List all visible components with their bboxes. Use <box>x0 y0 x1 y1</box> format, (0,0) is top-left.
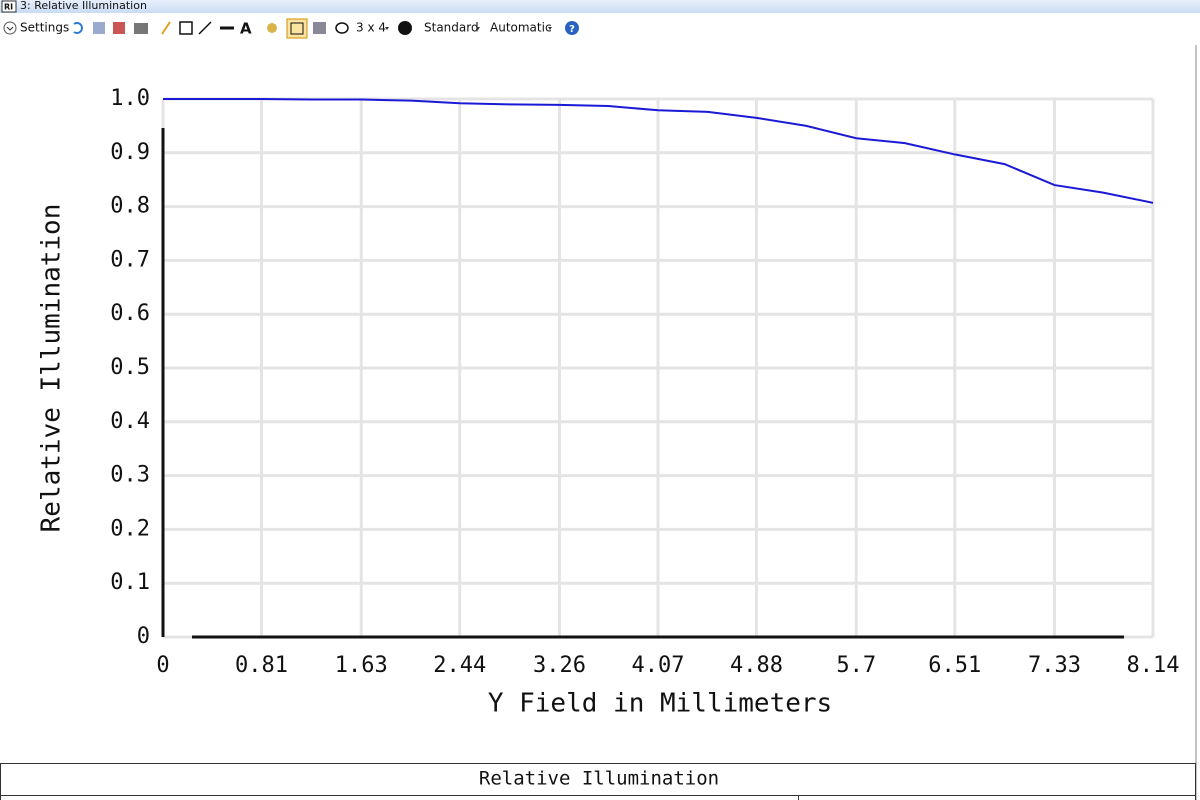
y-tick-label: 0.8 <box>110 194 150 219</box>
style-dropdown[interactable]: Standard <box>424 21 479 35</box>
y-tick-label: 0.6 <box>110 301 150 326</box>
footer-title: Relative Illumination <box>479 768 719 790</box>
dropdown-arrows <box>385 27 552 30</box>
settings-button[interactable]: Settings <box>20 21 69 35</box>
help-icon[interactable] <box>565 21 579 35</box>
window-icon-text: RI <box>4 3 13 12</box>
window-icon <box>1 0 17 13</box>
x-tick-label: 2.44 <box>433 653 486 678</box>
copy-icon[interactable] <box>93 22 105 34</box>
window-icon-2[interactable] <box>313 22 326 34</box>
rotate-icon[interactable] <box>398 21 412 35</box>
scale-dropdown[interactable]: Automatic <box>490 21 552 35</box>
x-tick-label: 8.14 <box>1127 653 1180 678</box>
title-bar <box>0 0 1200 13</box>
rect-icon[interactable] <box>179 21 193 35</box>
y-tick-label: 0.7 <box>110 247 150 272</box>
x-tick-label: 0 <box>156 653 169 678</box>
x-tick-label: 5.7 <box>836 653 876 678</box>
y-axis-label: Relative Illumination <box>37 204 67 533</box>
print-icon[interactable] <box>134 23 148 34</box>
y-tick-label: 1.0 <box>110 86 150 111</box>
x-tick-label: 4.88 <box>730 653 783 678</box>
grid-toggle[interactable] <box>286 18 308 39</box>
x-axis-label: Y Field in Millimeters <box>488 689 832 719</box>
text-icon[interactable]: A <box>240 20 252 38</box>
x-tick-label: 4.07 <box>632 653 685 678</box>
settings-arrow <box>6 26 14 31</box>
pencil-icon[interactable] <box>161 21 171 35</box>
y-tick-label: 0.2 <box>110 516 150 541</box>
y-tick-label: 0.5 <box>110 355 150 380</box>
x-tick-label: 0.81 <box>235 653 288 678</box>
lock-icon[interactable] <box>267 23 277 33</box>
x-tick-label: 6.51 <box>928 653 981 678</box>
save-icon[interactable] <box>113 22 125 34</box>
toolbar-icons: A ? <box>73 18 579 39</box>
footer-box <box>0 763 1196 800</box>
x-tick-label: 3.26 <box>533 653 586 678</box>
window-title: 3: Relative Illumination <box>20 0 147 12</box>
help-icon-text: ? <box>569 24 575 35</box>
y-tick-label: 0 <box>137 624 150 649</box>
layers-icon[interactable] <box>335 22 349 34</box>
x-tick-label: 7.33 <box>1028 653 1081 678</box>
y-tick-label: 0.1 <box>110 570 150 595</box>
refresh-icon[interactable] <box>73 22 83 34</box>
settings-toggle[interactable] <box>3 21 17 35</box>
arrow-icon[interactable] <box>198 21 212 35</box>
grid-toggle-icon <box>290 22 304 35</box>
x-tick-label: 1.63 <box>335 653 388 678</box>
y-tick-label: 0.3 <box>110 463 150 488</box>
data-line <box>163 98 1154 204</box>
layout-dropdown[interactable]: 3 x 4 <box>356 21 386 35</box>
y-tick-label: 0.9 <box>110 140 150 165</box>
y-tick-label: 0.4 <box>110 409 150 434</box>
